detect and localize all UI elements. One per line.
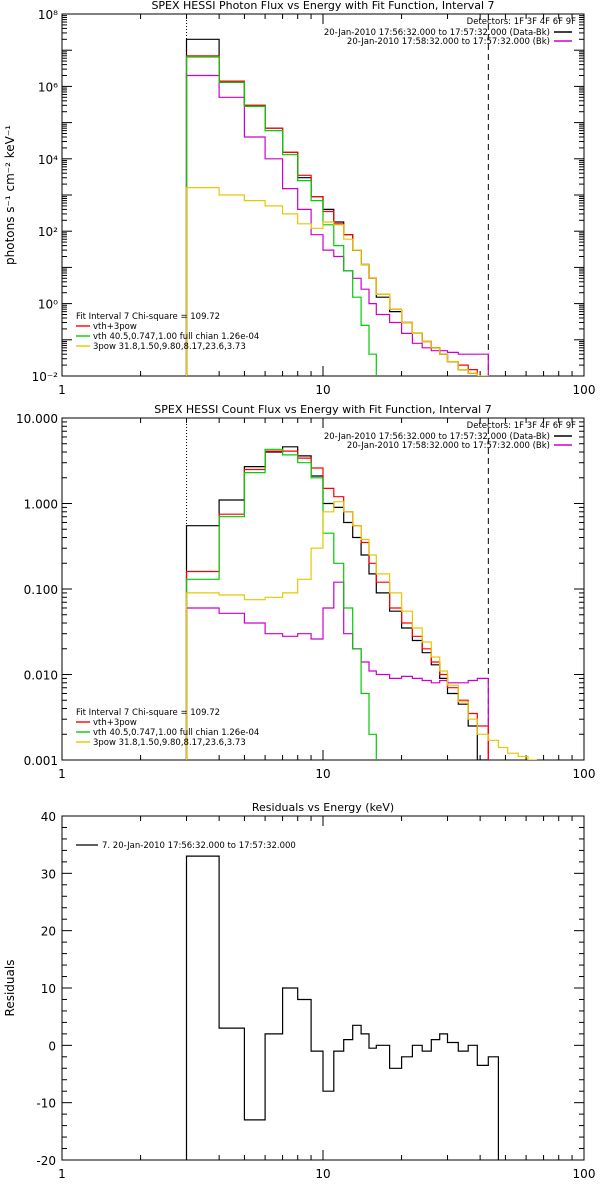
series-data-bk-line bbox=[185, 446, 489, 760]
series-vth-3pow-line bbox=[185, 55, 478, 376]
panel-3-title: Residuals vs Energy (keV) bbox=[252, 801, 394, 814]
x-tick-label: 10 bbox=[315, 383, 330, 397]
y-tick-label: 0.010 bbox=[24, 669, 58, 683]
series-data-bk-line bbox=[185, 38, 478, 376]
series-bk-line bbox=[185, 74, 489, 376]
detectors-label: Detectors: 1F 3F 4F 6F 9F bbox=[467, 17, 576, 27]
y-tick-label: 1.000 bbox=[24, 498, 58, 512]
y-tick-label: -20 bbox=[36, 1154, 56, 1168]
legend-top-left-label: 7. 20-Jan-2010 17:56:32.000 to 17:57:32.… bbox=[102, 841, 296, 851]
detectors-label: Detectors: 1F 3F 4F 6F 9F bbox=[467, 421, 576, 431]
x-tick-label: 1 bbox=[58, 1167, 66, 1181]
legend-bottom-left-label: vth+3pow bbox=[93, 322, 137, 332]
x-tick-label: 100 bbox=[573, 383, 596, 397]
series-3pow-line bbox=[185, 187, 538, 376]
fit-interval-label: Fit Interval 7 Chi-square = 109.72 bbox=[76, 708, 220, 718]
legend-top-right-label: 20-Jan-2010 17:58:32.000 to 17:57:32.000… bbox=[347, 37, 550, 47]
fit-interval-label: Fit Interval 7 Chi-square = 109.72 bbox=[76, 312, 220, 322]
y-tick-label: 40 bbox=[41, 810, 56, 824]
series-vth-line bbox=[185, 56, 391, 376]
series-vth-3pow-line bbox=[185, 450, 489, 760]
legend-top-right-label: 20-Jan-2010 17:56:32.000 to 17:57:32.000… bbox=[324, 28, 550, 38]
x-tick-label: 1 bbox=[58, 383, 66, 397]
legend-bottom-left-label: 3pow 31.8,1.50,9.80,8.17,23.6,3.73 bbox=[93, 738, 246, 748]
panel-1-title: SPEX HESSI Photon Flux vs Energy with Fi… bbox=[151, 0, 494, 12]
y-axis-label: photons s⁻¹ cm⁻² keV⁻¹ bbox=[3, 125, 17, 265]
series-residuals-line bbox=[185, 855, 499, 1160]
y-tick-label: 0.001 bbox=[24, 754, 58, 768]
y-tick-label: 10 bbox=[41, 982, 56, 996]
series-vth-line bbox=[185, 448, 391, 760]
y-tick-label: 0 bbox=[48, 1039, 56, 1053]
panel-3-frame bbox=[61, 815, 585, 1161]
y-tick-label: 20 bbox=[41, 925, 56, 939]
y-tick-label: 30 bbox=[41, 867, 56, 881]
y-tick-label: 10.000 bbox=[16, 412, 58, 426]
y-tick-label: 0.100 bbox=[24, 583, 58, 597]
legend-bottom-left-label: vth+3pow bbox=[93, 718, 137, 728]
series-3pow-line bbox=[185, 501, 537, 760]
y-tick-label: -10 bbox=[36, 1097, 56, 1111]
x-tick-label: 100 bbox=[573, 1167, 596, 1181]
x-tick-label: 100 bbox=[573, 767, 596, 781]
panel-2-title: SPEX HESSI Count Flux vs Energy with Fit… bbox=[154, 403, 491, 416]
legend-bottom-left-label: vth 40.5,0.747,1.00 full chian 1.26e-04 bbox=[93, 728, 259, 738]
legend-bottom-left-label: 3pow 31.8,1.50,9.80,8.17,23.6,3.73 bbox=[93, 342, 246, 352]
legend-top-right-label: 20-Jan-2010 17:58:32.000 to 17:57:32.000… bbox=[347, 441, 550, 451]
x-tick-label: 10 bbox=[315, 767, 330, 781]
y-tick-label: 10⁴ bbox=[38, 153, 58, 167]
y-tick-label: 10⁸ bbox=[38, 8, 58, 22]
legend-bottom-left-label: vth 40.5,0.747,1.00 full chian 1.26e-04 bbox=[93, 332, 259, 342]
x-tick-label: 10 bbox=[315, 1167, 330, 1181]
y-tick-label: 10⁻² bbox=[32, 370, 59, 384]
y-tick-label: 10⁰ bbox=[38, 298, 58, 312]
y-axis-label: Residuals bbox=[3, 960, 17, 1017]
x-tick-label: 1 bbox=[58, 767, 66, 781]
legend-top-right-label: 20-Jan-2010 17:56:32.000 to 17:57:32.000… bbox=[324, 432, 550, 442]
y-tick-label: 10² bbox=[38, 225, 58, 239]
y-tick-label: 10⁶ bbox=[38, 80, 58, 94]
